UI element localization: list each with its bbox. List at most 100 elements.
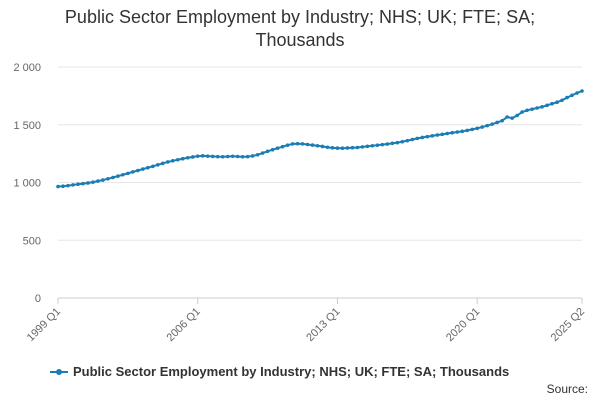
data-point xyxy=(515,113,519,118)
data-point xyxy=(385,142,390,146)
data-point xyxy=(210,154,215,159)
data-point xyxy=(131,170,135,174)
data-point xyxy=(71,183,75,187)
data-point xyxy=(86,181,90,185)
data-point xyxy=(156,163,160,167)
data-point xyxy=(240,154,245,159)
series-line xyxy=(57,90,583,188)
data-point xyxy=(445,131,450,136)
data-point xyxy=(290,142,295,146)
data-point xyxy=(570,93,574,98)
data-point xyxy=(245,154,250,159)
y-tick-label: 1 500 xyxy=(13,120,41,132)
data-point xyxy=(525,108,529,113)
data-point xyxy=(390,141,395,146)
data-point xyxy=(550,101,554,106)
data-point xyxy=(141,167,145,171)
data-point xyxy=(365,144,370,149)
chart-title: Public Sector Employment by Industry; NH… xyxy=(0,6,600,52)
chart-title-line-2: Thousands xyxy=(255,30,345,50)
data-point xyxy=(535,106,539,110)
data-point xyxy=(370,143,375,148)
data-point xyxy=(415,136,420,141)
data-point xyxy=(435,133,440,137)
data-point xyxy=(61,184,65,188)
data-point xyxy=(405,138,410,143)
data-point xyxy=(320,144,325,149)
x-tick-label: 2013 Q1 xyxy=(304,306,342,344)
data-point xyxy=(400,139,405,144)
data-point xyxy=(146,165,150,170)
data-point xyxy=(235,154,240,159)
data-point xyxy=(295,141,300,146)
data-point xyxy=(495,120,499,125)
x-tick-label: 2020 Q1 xyxy=(444,306,482,344)
y-tick-label: 2 000 xyxy=(13,62,41,74)
data-point xyxy=(121,172,125,177)
data-point xyxy=(310,143,315,147)
source-label: Source: xyxy=(546,382,588,396)
data-point xyxy=(96,179,100,183)
data-point xyxy=(500,118,504,123)
x-tick-label: 2006 Q1 xyxy=(165,306,203,344)
data-point xyxy=(345,146,350,150)
data-point xyxy=(260,151,265,155)
data-point xyxy=(545,103,549,108)
data-point xyxy=(101,178,105,182)
data-point xyxy=(170,158,175,163)
data-point xyxy=(465,128,470,133)
data-point xyxy=(430,134,435,138)
legend-swatch xyxy=(50,367,68,377)
data-point xyxy=(165,160,170,164)
data-point xyxy=(375,143,380,147)
data-point xyxy=(565,95,569,100)
data-point xyxy=(175,157,180,162)
data-point xyxy=(355,145,360,150)
x-tick-label: 2025 Q2 xyxy=(549,306,587,344)
data-point xyxy=(270,147,275,152)
data-point xyxy=(380,142,385,147)
data-point xyxy=(111,175,115,180)
chart-title-line-1: Public Sector Employment by Industry; NH… xyxy=(64,7,536,27)
data-point xyxy=(555,100,559,105)
data-point xyxy=(250,154,255,158)
y-tick-label: 0 xyxy=(35,293,41,305)
data-point xyxy=(91,180,95,184)
data-point xyxy=(485,123,489,128)
data-point xyxy=(325,145,330,150)
data-point xyxy=(81,181,85,186)
data-point xyxy=(116,174,120,178)
legend-label: Public Sector Employment by Industry; NH… xyxy=(73,364,510,379)
data-point xyxy=(505,115,509,119)
data-point xyxy=(530,107,534,111)
data-point xyxy=(480,125,484,129)
data-point xyxy=(285,143,290,147)
data-point xyxy=(470,127,475,132)
data-point xyxy=(540,105,544,109)
data-point xyxy=(185,155,190,160)
data-point xyxy=(340,146,345,150)
data-point xyxy=(230,154,235,159)
data-point xyxy=(455,130,460,134)
data-point xyxy=(126,171,130,176)
legend[interactable]: Public Sector Employment by Industry; NH… xyxy=(50,364,509,379)
data-point xyxy=(510,116,514,120)
y-tick-label: 1 000 xyxy=(13,178,41,190)
x-tick-label: 1999 Q1 xyxy=(25,306,63,344)
data-point xyxy=(180,156,185,161)
data-point xyxy=(520,110,524,114)
data-point xyxy=(450,130,455,135)
data-point xyxy=(440,132,445,137)
data-point xyxy=(265,149,270,154)
data-point xyxy=(190,155,195,159)
data-point xyxy=(215,154,220,159)
legend-dot-icon xyxy=(56,368,62,375)
data-point xyxy=(56,184,60,189)
data-point xyxy=(335,146,340,150)
data-point xyxy=(315,143,320,148)
data-point xyxy=(161,161,165,166)
data-point xyxy=(151,164,155,169)
data-point xyxy=(475,126,480,131)
data-point xyxy=(205,154,210,158)
